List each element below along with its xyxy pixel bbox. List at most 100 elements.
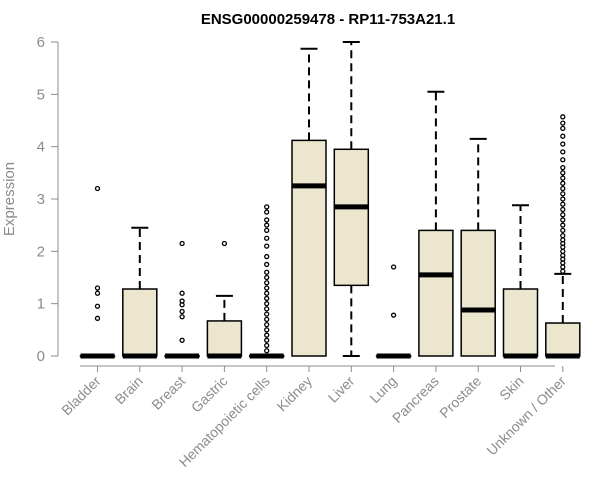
- outlier-point: [560, 175, 566, 181]
- outlier-point: [264, 337, 270, 343]
- outlier-point: [264, 274, 270, 281]
- outlier-point: [264, 217, 270, 223]
- x-tick-label: Liver: [325, 373, 358, 406]
- outlier-point: [560, 120, 566, 126]
- outlier-point: [264, 348, 270, 354]
- outlier-point: [264, 204, 270, 210]
- outlier-point: [560, 133, 566, 139]
- x-tick-label: Unknown / Other: [483, 373, 569, 459]
- box-body: [502, 288, 539, 357]
- box-bladder: [79, 185, 116, 359]
- box-unknown-other: [545, 114, 581, 359]
- outlier-point: [264, 321, 270, 328]
- outlier-point: [264, 332, 270, 338]
- box-body: [206, 320, 243, 357]
- outlier-point: [560, 248, 566, 254]
- outlier-point: [179, 298, 185, 304]
- box-skin: [502, 204, 539, 359]
- outlier-point: [560, 180, 566, 186]
- boxes-group: [79, 41, 581, 359]
- outlier-point: [264, 235, 270, 241]
- x-tick-label: Breast: [148, 373, 188, 413]
- outlier-point: [264, 253, 270, 260]
- box-body: [460, 229, 496, 357]
- outlier-point: [560, 185, 566, 192]
- outlier-point: [264, 327, 270, 333]
- box-hematopoietic-cells: [248, 204, 285, 359]
- box-brain: [122, 226, 158, 359]
- outlier-point: [560, 217, 566, 223]
- outlier-point: [560, 232, 566, 239]
- outlier-point: [560, 227, 566, 234]
- outlier-point: [390, 312, 397, 318]
- y-axis-ticks: 0 1 2 3 4 5 6: [37, 34, 58, 365]
- box-body: [291, 139, 327, 357]
- y-tick-label: 6: [37, 34, 45, 51]
- outlier-point: [560, 141, 566, 147]
- outlier-point: [560, 164, 566, 171]
- x-tick-label: Lung: [366, 373, 399, 406]
- x-tick-label: Kidney: [274, 373, 316, 415]
- outlier-point: [94, 303, 101, 309]
- box-gastric: [206, 240, 243, 359]
- box-lung: [375, 264, 412, 359]
- x-tick-label: Brain: [111, 373, 145, 407]
- outlier-point: [390, 264, 397, 270]
- outlier-point: [94, 290, 101, 296]
- box-kidney: [291, 47, 327, 357]
- outlier-point: [264, 290, 270, 296]
- y-tick-label: 3: [37, 191, 45, 208]
- outlier-point: [560, 252, 566, 259]
- outlier-point: [560, 212, 566, 218]
- box-body: [418, 229, 454, 357]
- outlier-point: [94, 285, 101, 291]
- outlier-point: [560, 201, 566, 207]
- y-tick-label: 0: [37, 348, 45, 365]
- box-pancreas: [418, 90, 454, 357]
- outlier-point: [221, 240, 228, 247]
- outlier-point: [560, 157, 566, 163]
- outlier-point: [560, 125, 566, 132]
- outlier-point: [94, 185, 101, 192]
- outlier-point: [560, 196, 566, 202]
- outlier-point: [179, 290, 185, 296]
- outlier-point: [560, 170, 566, 176]
- outlier-point: [179, 308, 185, 315]
- outlier-point: [94, 315, 101, 321]
- outlier-point: [264, 311, 270, 317]
- outlier-point: [264, 295, 270, 302]
- box-prostate: [460, 137, 496, 357]
- outlier-point: [264, 227, 270, 234]
- box-body: [545, 322, 581, 357]
- x-tick-label: Prostate: [436, 373, 484, 421]
- chart-title: ENSG00000259478 - RP11-753A21.1: [201, 11, 455, 28]
- outlier-point: [560, 191, 566, 197]
- box-breast: [164, 240, 200, 359]
- outlier-point: [179, 314, 185, 320]
- box-body: [122, 288, 158, 357]
- outlier-point: [560, 149, 566, 155]
- y-tick-label: 5: [37, 86, 45, 103]
- box-liver: [333, 41, 370, 357]
- outlier-point: [560, 114, 566, 120]
- box-body: [333, 148, 370, 287]
- outlier-point: [264, 285, 270, 291]
- outlier-point: [264, 243, 270, 249]
- outlier-point: [264, 306, 270, 312]
- outlier-point: [560, 206, 566, 213]
- outlier-point: [560, 222, 566, 228]
- outlier-point: [264, 316, 270, 323]
- y-tick-label: 4: [37, 139, 45, 156]
- outlier-point: [264, 261, 270, 268]
- outlier-point: [264, 222, 270, 228]
- outlier-point: [560, 268, 566, 274]
- outlier-point: [264, 209, 270, 215]
- x-tick-label: Pancreas: [389, 373, 442, 426]
- outlier-point: [179, 337, 185, 343]
- y-tick-label: 2: [37, 243, 45, 260]
- x-tick-label: Skin: [496, 373, 527, 404]
- y-tick-label: 1: [37, 296, 45, 313]
- y-axis-label: Expression: [1, 162, 18, 236]
- outlier-point: [264, 280, 270, 286]
